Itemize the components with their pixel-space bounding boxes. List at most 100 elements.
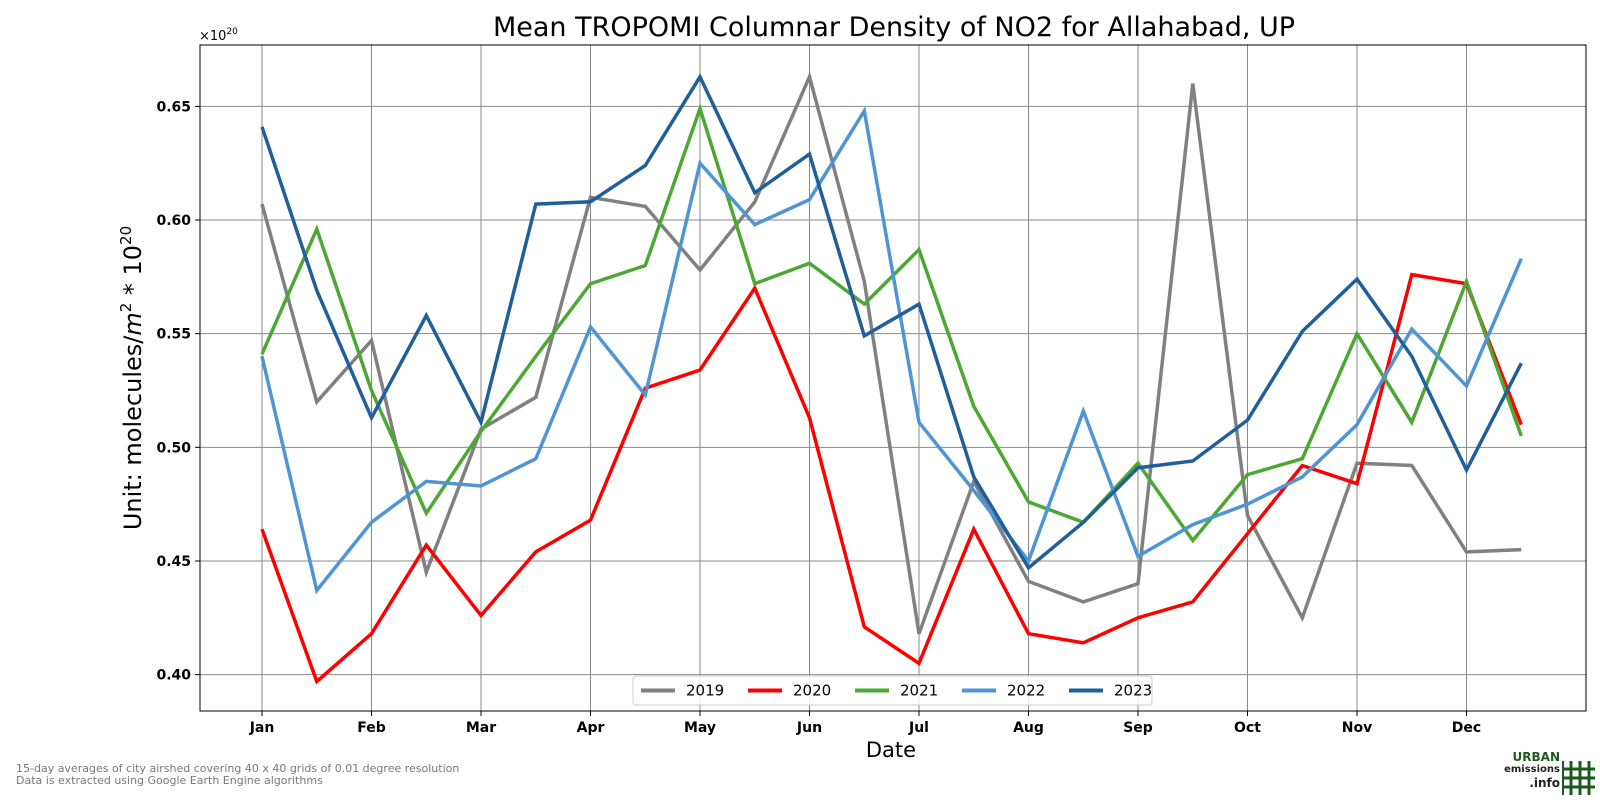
data-point: [1191, 459, 1195, 463]
y-axis-multiplier: ×1020: [199, 27, 238, 44]
logo-line-3: .info: [1529, 776, 1560, 790]
series-2021: [260, 103, 1523, 544]
data-point: [1410, 354, 1414, 358]
data-point: [1519, 548, 1523, 552]
x-tick-label: Jul: [908, 720, 929, 736]
y-label-prefix: Unit: molecules/: [119, 335, 147, 530]
data-point: [1300, 464, 1304, 468]
multiplier-base: ×10: [199, 29, 226, 44]
data-point: [534, 354, 538, 358]
data-point: [479, 420, 483, 424]
data-point: [589, 325, 593, 329]
data-point: [534, 550, 538, 554]
data-point: [972, 404, 976, 408]
data-point: [1465, 468, 1469, 472]
series-line: [260, 103, 1523, 544]
data-point: [424, 479, 428, 483]
data-point: [1300, 329, 1304, 333]
data-point: [917, 302, 921, 306]
data-point: [1355, 277, 1359, 281]
data-point: [808, 198, 812, 202]
data-point: [808, 416, 812, 420]
x-tick-label: Dec: [1452, 720, 1481, 736]
x-tick-label: Mar: [466, 720, 496, 736]
data-point: [643, 163, 647, 167]
data-point: [1465, 279, 1469, 283]
data-point: [753, 200, 757, 204]
x-tick-label: Nov: [1342, 720, 1372, 736]
data-point: [370, 416, 374, 420]
data-point: [1465, 550, 1469, 554]
data-point: [643, 204, 647, 208]
legend-box: [632, 675, 1153, 706]
data-point: [1410, 464, 1414, 468]
data-point: [1355, 423, 1359, 427]
data-point: [753, 191, 757, 195]
data-point: [917, 420, 921, 424]
data-point: [1465, 384, 1469, 388]
data-point: [1410, 273, 1414, 277]
legend-label: 2019: [686, 682, 724, 700]
x-axis-label: Date: [866, 738, 916, 762]
data-point: [1136, 616, 1140, 620]
data-point: [753, 282, 757, 286]
y-tick-label: 0.65: [156, 99, 191, 115]
legend: 2019 2020 2021 2022 2023: [632, 675, 1153, 706]
legend-label: 2023: [1114, 682, 1152, 700]
data-point: [1246, 418, 1250, 422]
logo-line-2: emissions: [1504, 764, 1560, 775]
data-point: [370, 632, 374, 636]
data-point: [1027, 566, 1031, 570]
series-2023: [260, 73, 1523, 571]
data-point: [534, 202, 538, 206]
data-point: [424, 570, 428, 574]
data-point: [1246, 473, 1250, 477]
x-tick-label: May: [684, 720, 716, 736]
data-point: [698, 161, 702, 165]
data-point: [808, 152, 812, 156]
data-point: [370, 389, 374, 393]
x-tick-label: Feb: [357, 720, 386, 736]
data-point: [1191, 539, 1195, 543]
data-point: [479, 429, 483, 433]
data-point: [972, 489, 976, 493]
x-tick-label: Apr: [577, 720, 605, 736]
data-point: [260, 125, 264, 129]
data-point: [1191, 600, 1195, 604]
data-point: [1136, 554, 1140, 558]
x-tick-label: Jun: [796, 720, 822, 736]
y-label-mid: * 10: [119, 245, 147, 303]
data-point: [479, 484, 483, 488]
data-point: [315, 679, 319, 683]
axis-ticks: Jan Feb Mar Apr May Jun Jul Aug Sep Oct Nov Dec 0.40…: [156, 99, 1481, 736]
plot-area: [199, 44, 1587, 712]
y-label-m: m: [119, 312, 147, 335]
legend-label: 2022: [1007, 682, 1045, 700]
series-line: [260, 106, 1523, 595]
data-point: [862, 109, 866, 113]
data-point: [1300, 475, 1304, 479]
data-point: [589, 282, 593, 286]
data-point: [1136, 582, 1140, 586]
data-point: [589, 195, 593, 199]
data-point: [1300, 616, 1304, 620]
y-tick-label: 0.60: [156, 213, 191, 229]
y-tick-label: 0.45: [156, 554, 191, 570]
data-point: [424, 313, 428, 317]
data-point: [917, 632, 921, 636]
data-point: [1081, 520, 1085, 524]
data-point: [698, 75, 702, 79]
footnote-line-1: 15-day averages of city airshed covering…: [16, 762, 460, 775]
x-tick-label: Oct: [1234, 720, 1261, 736]
data-point: [808, 261, 812, 265]
data-point: [862, 279, 866, 283]
data-point: [479, 614, 483, 618]
data-point: [1081, 409, 1085, 413]
data-point: [1136, 461, 1140, 465]
x-tick-label: Jan: [249, 720, 275, 736]
data-point: [1300, 457, 1304, 461]
data-point: [808, 75, 812, 79]
data-point: [1246, 514, 1250, 518]
data-point: [1081, 600, 1085, 604]
